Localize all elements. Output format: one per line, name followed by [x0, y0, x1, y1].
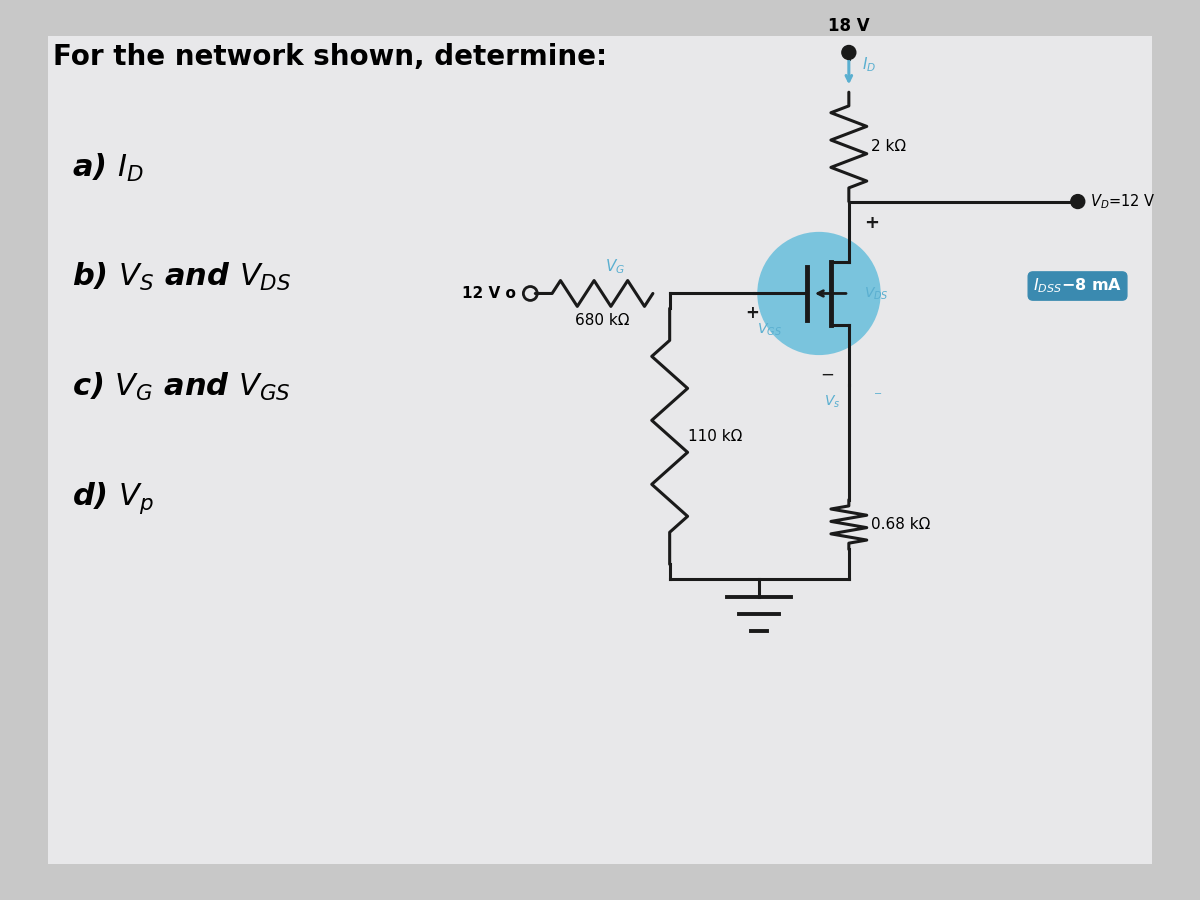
Text: $V_{GS}$: $V_{GS}$: [757, 321, 782, 338]
Text: $V_s$: $V_s$: [824, 393, 840, 410]
Text: $I_{DSS}$−8 mA: $I_{DSS}$−8 mA: [1033, 276, 1122, 295]
Text: $V_D$=12 V: $V_D$=12 V: [1090, 193, 1156, 211]
Text: 2 kΩ: 2 kΩ: [871, 140, 906, 155]
Circle shape: [842, 46, 856, 59]
Text: 110 kΩ: 110 kΩ: [688, 428, 742, 444]
Text: +: +: [745, 304, 760, 322]
Circle shape: [1070, 194, 1085, 209]
Text: d) $V_p$: d) $V_p$: [72, 480, 155, 516]
Text: a) $I_D$: a) $I_D$: [72, 152, 144, 184]
Text: $^-$: $^-$: [871, 391, 882, 404]
Text: $V_{DS}$: $V_{DS}$: [864, 285, 889, 302]
Text: 18 V: 18 V: [828, 16, 870, 34]
Text: For the network shown, determine:: For the network shown, determine:: [53, 42, 607, 70]
Text: c) $V_G$ and $V_{GS}$: c) $V_G$ and $V_{GS}$: [72, 371, 292, 402]
Text: $I_D$: $I_D$: [862, 55, 876, 74]
Text: 680 kΩ: 680 kΩ: [575, 313, 630, 328]
Text: +: +: [864, 214, 878, 232]
Text: b) $V_S$ and $V_{DS}$: b) $V_S$ and $V_{DS}$: [72, 261, 292, 293]
Text: $V_G$: $V_G$: [605, 256, 625, 275]
Text: 12 V o: 12 V o: [462, 286, 515, 301]
Text: 0.68 kΩ: 0.68 kΩ: [871, 517, 930, 532]
Circle shape: [757, 232, 881, 356]
Text: $-$: $-$: [820, 364, 834, 382]
